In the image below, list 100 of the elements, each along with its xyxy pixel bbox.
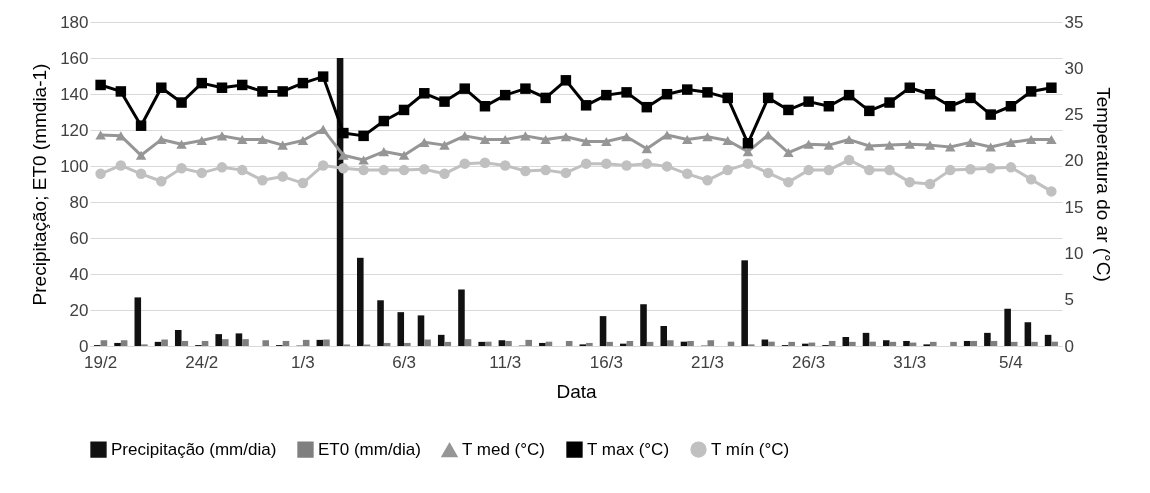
point <box>924 88 936 100</box>
point <box>297 177 309 189</box>
point <box>520 131 531 141</box>
x-tick-label: 11/3 <box>489 352 522 372</box>
point <box>965 163 976 175</box>
y2-tick-label: 30 <box>1064 58 1084 78</box>
point <box>985 142 996 152</box>
point <box>439 140 450 150</box>
point <box>95 79 106 91</box>
point <box>601 89 612 101</box>
point <box>196 77 208 89</box>
bar <box>1051 341 1058 346</box>
y2-tick-label: 15 <box>1064 197 1084 217</box>
point <box>823 101 835 112</box>
bar <box>282 340 290 346</box>
point <box>1005 137 1017 147</box>
y-tick-label: 180 <box>60 12 89 32</box>
legend-label: T med (°C) <box>462 440 545 460</box>
point <box>580 100 592 111</box>
bar <box>539 342 546 346</box>
point <box>864 105 875 117</box>
point <box>621 87 632 98</box>
point <box>621 160 632 171</box>
point <box>560 132 572 142</box>
point <box>742 158 754 169</box>
point <box>176 97 187 108</box>
point <box>95 168 106 180</box>
bar <box>215 334 222 346</box>
point <box>1046 186 1057 197</box>
point <box>95 130 106 140</box>
point <box>864 164 875 176</box>
bar <box>1031 341 1038 346</box>
bar <box>498 340 506 346</box>
point <box>398 104 410 116</box>
x-tick-label: 24/2 <box>185 352 219 372</box>
y-tick-label: 60 <box>69 228 89 248</box>
point <box>358 164 369 176</box>
point <box>1046 82 1057 93</box>
bar <box>606 341 613 346</box>
point <box>499 135 511 145</box>
bar <box>1004 308 1011 346</box>
point <box>479 101 491 112</box>
bar <box>862 332 870 346</box>
point <box>985 109 996 120</box>
point <box>338 127 349 139</box>
point <box>641 158 653 169</box>
bar <box>802 343 809 346</box>
point <box>378 147 390 157</box>
point <box>965 92 976 104</box>
bar <box>970 340 978 346</box>
y-tick-label: 140 <box>60 84 89 104</box>
y2-tick-label: 20 <box>1064 151 1084 171</box>
y-axis-title: Precipitação; ET0 (mmdia-1) <box>29 63 51 306</box>
point <box>1025 86 1037 97</box>
point <box>702 175 713 186</box>
point <box>135 150 147 160</box>
point <box>257 86 268 97</box>
y2-axis-title: Temperatura do ar (°C) <box>1093 87 1115 282</box>
point <box>924 140 936 150</box>
point <box>216 131 228 141</box>
point <box>783 104 794 116</box>
point <box>762 167 774 179</box>
bar <box>687 340 694 346</box>
point <box>722 164 733 176</box>
point <box>540 164 551 176</box>
point <box>823 140 835 150</box>
point <box>742 147 754 157</box>
point <box>580 158 592 169</box>
bar <box>882 340 890 346</box>
point <box>216 82 228 93</box>
bar <box>134 297 142 346</box>
point <box>398 150 410 160</box>
point <box>702 87 713 98</box>
point <box>641 144 653 154</box>
point <box>216 162 228 173</box>
point <box>277 171 288 182</box>
x-tick-label: 16/3 <box>589 352 623 372</box>
point <box>641 101 653 113</box>
bar <box>950 341 957 346</box>
point <box>196 167 208 179</box>
point <box>762 92 774 104</box>
point <box>540 135 551 145</box>
point <box>358 155 369 165</box>
point <box>257 175 268 186</box>
point <box>1025 135 1037 145</box>
bar <box>505 340 512 346</box>
point <box>540 92 551 104</box>
point <box>419 163 430 175</box>
point <box>499 89 511 101</box>
point <box>944 142 956 152</box>
point <box>803 96 814 107</box>
bar <box>990 340 998 346</box>
bar <box>565 340 573 346</box>
point <box>156 175 167 187</box>
bar <box>525 339 532 346</box>
x-tick-label: 6/3 <box>392 352 416 372</box>
point <box>459 131 470 141</box>
y-tick-label: 80 <box>69 192 89 212</box>
point <box>176 163 187 174</box>
point <box>661 88 673 100</box>
